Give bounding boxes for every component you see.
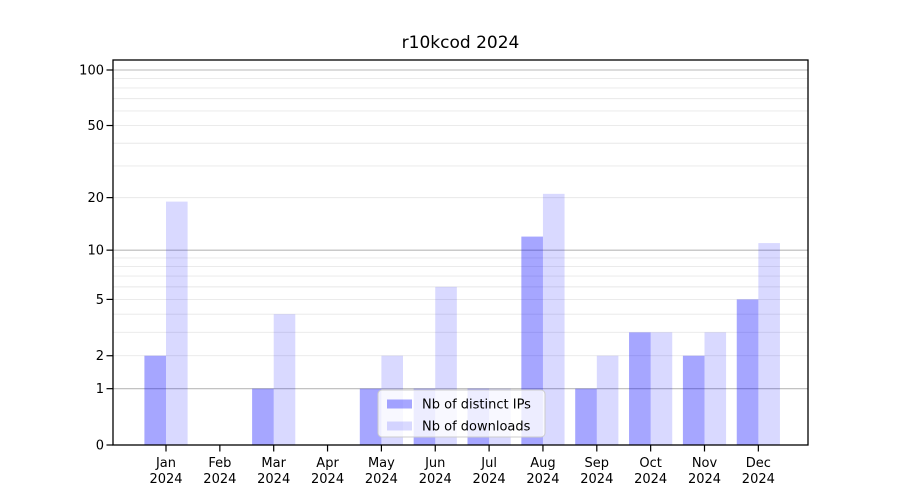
x-tick-label: Jan 2024 [149,456,182,487]
legend-box [377,389,546,438]
bar-distinct-ips [682,355,705,445]
x-tick-label: Dec 2024 [742,456,775,487]
x-tick-month: Jun [424,456,445,471]
x-tick-label: Jun 2024 [419,456,452,487]
bar-downloads [542,193,565,445]
x-tick-month: May [368,456,395,471]
legend-swatch-downloads [387,421,412,431]
bar-downloads [758,243,780,445]
y-tick-label: 10 [87,244,104,259]
bar-distinct-ips [359,388,382,445]
x-tick-month: Mar [261,456,286,471]
bar-downloads [166,201,188,445]
x-tick-year: 2024 [742,472,775,487]
x-tick-year: 2024 [473,472,506,487]
x-tick-year: 2024 [311,472,344,487]
bar-distinct-ips [629,332,651,445]
y-tick-label: 50 [87,119,104,134]
x-tick-label: Aug 2024 [526,456,559,487]
plot-frame [112,59,809,446]
y-tick-label: 5 [96,293,104,308]
x-tick-label: May 2024 [365,456,398,487]
x-tick-label: Jul 2024 [473,456,506,487]
y-tick-label: 100 [79,64,104,79]
x-tick-month: Apr [316,456,339,471]
legend-label-downloads: Nb of downloads [422,420,531,435]
bar-downloads [650,332,673,445]
x-tick-month: Feb [208,456,231,471]
x-tick-year: 2024 [365,472,398,487]
bar-downloads [704,332,727,445]
x-tick-label: Sep 2024 [580,456,613,487]
x-tick-label: Apr 2024 [311,456,344,487]
bar-downloads [273,314,296,445]
bar-distinct-ips [144,355,166,445]
x-tick-label: Oct 2024 [634,456,667,487]
chart-title: r10kcod 2024 [401,33,520,53]
y-tick-label: 2 [96,349,104,364]
legend: Nb of distinct IPs Nb of downloads [377,389,546,438]
bar-distinct-ips [575,388,597,445]
bar-distinct-ips [736,299,759,445]
x-tick-year: 2024 [257,472,290,487]
y-tick-label: 1 [96,382,104,397]
x-tick-month: Sep [585,456,610,471]
x-tick-year: 2024 [526,472,559,487]
x-tick-label: Nov 2024 [688,456,721,487]
x-tick-year: 2024 [580,472,613,487]
x-tick-year: 2024 [149,472,182,487]
legend-label-distinct-ips: Nb of distinct IPs [422,398,531,413]
x-tick-month: Aug [530,456,555,471]
x-tick-month: Jan [155,456,176,471]
bar-distinct-ips [252,388,274,445]
x-tick-month: Oct [639,456,661,471]
x-tick-month: Jul [480,456,497,471]
x-tick-year: 2024 [419,472,452,487]
y-tick-label: 0 [96,439,104,454]
y-tick-label: 20 [87,191,104,206]
x-tick-month: Dec [746,456,771,471]
x-tick-year: 2024 [634,472,667,487]
x-tick-year: 2024 [203,472,236,487]
legend-swatch-distinct-ips [387,399,412,409]
bar-downloads [596,355,619,445]
x-tick-year: 2024 [688,472,721,487]
x-tick-label: Mar 2024 [257,456,290,487]
x-tick-month: Nov [692,456,718,471]
x-tick-label: Feb 2024 [203,456,236,487]
